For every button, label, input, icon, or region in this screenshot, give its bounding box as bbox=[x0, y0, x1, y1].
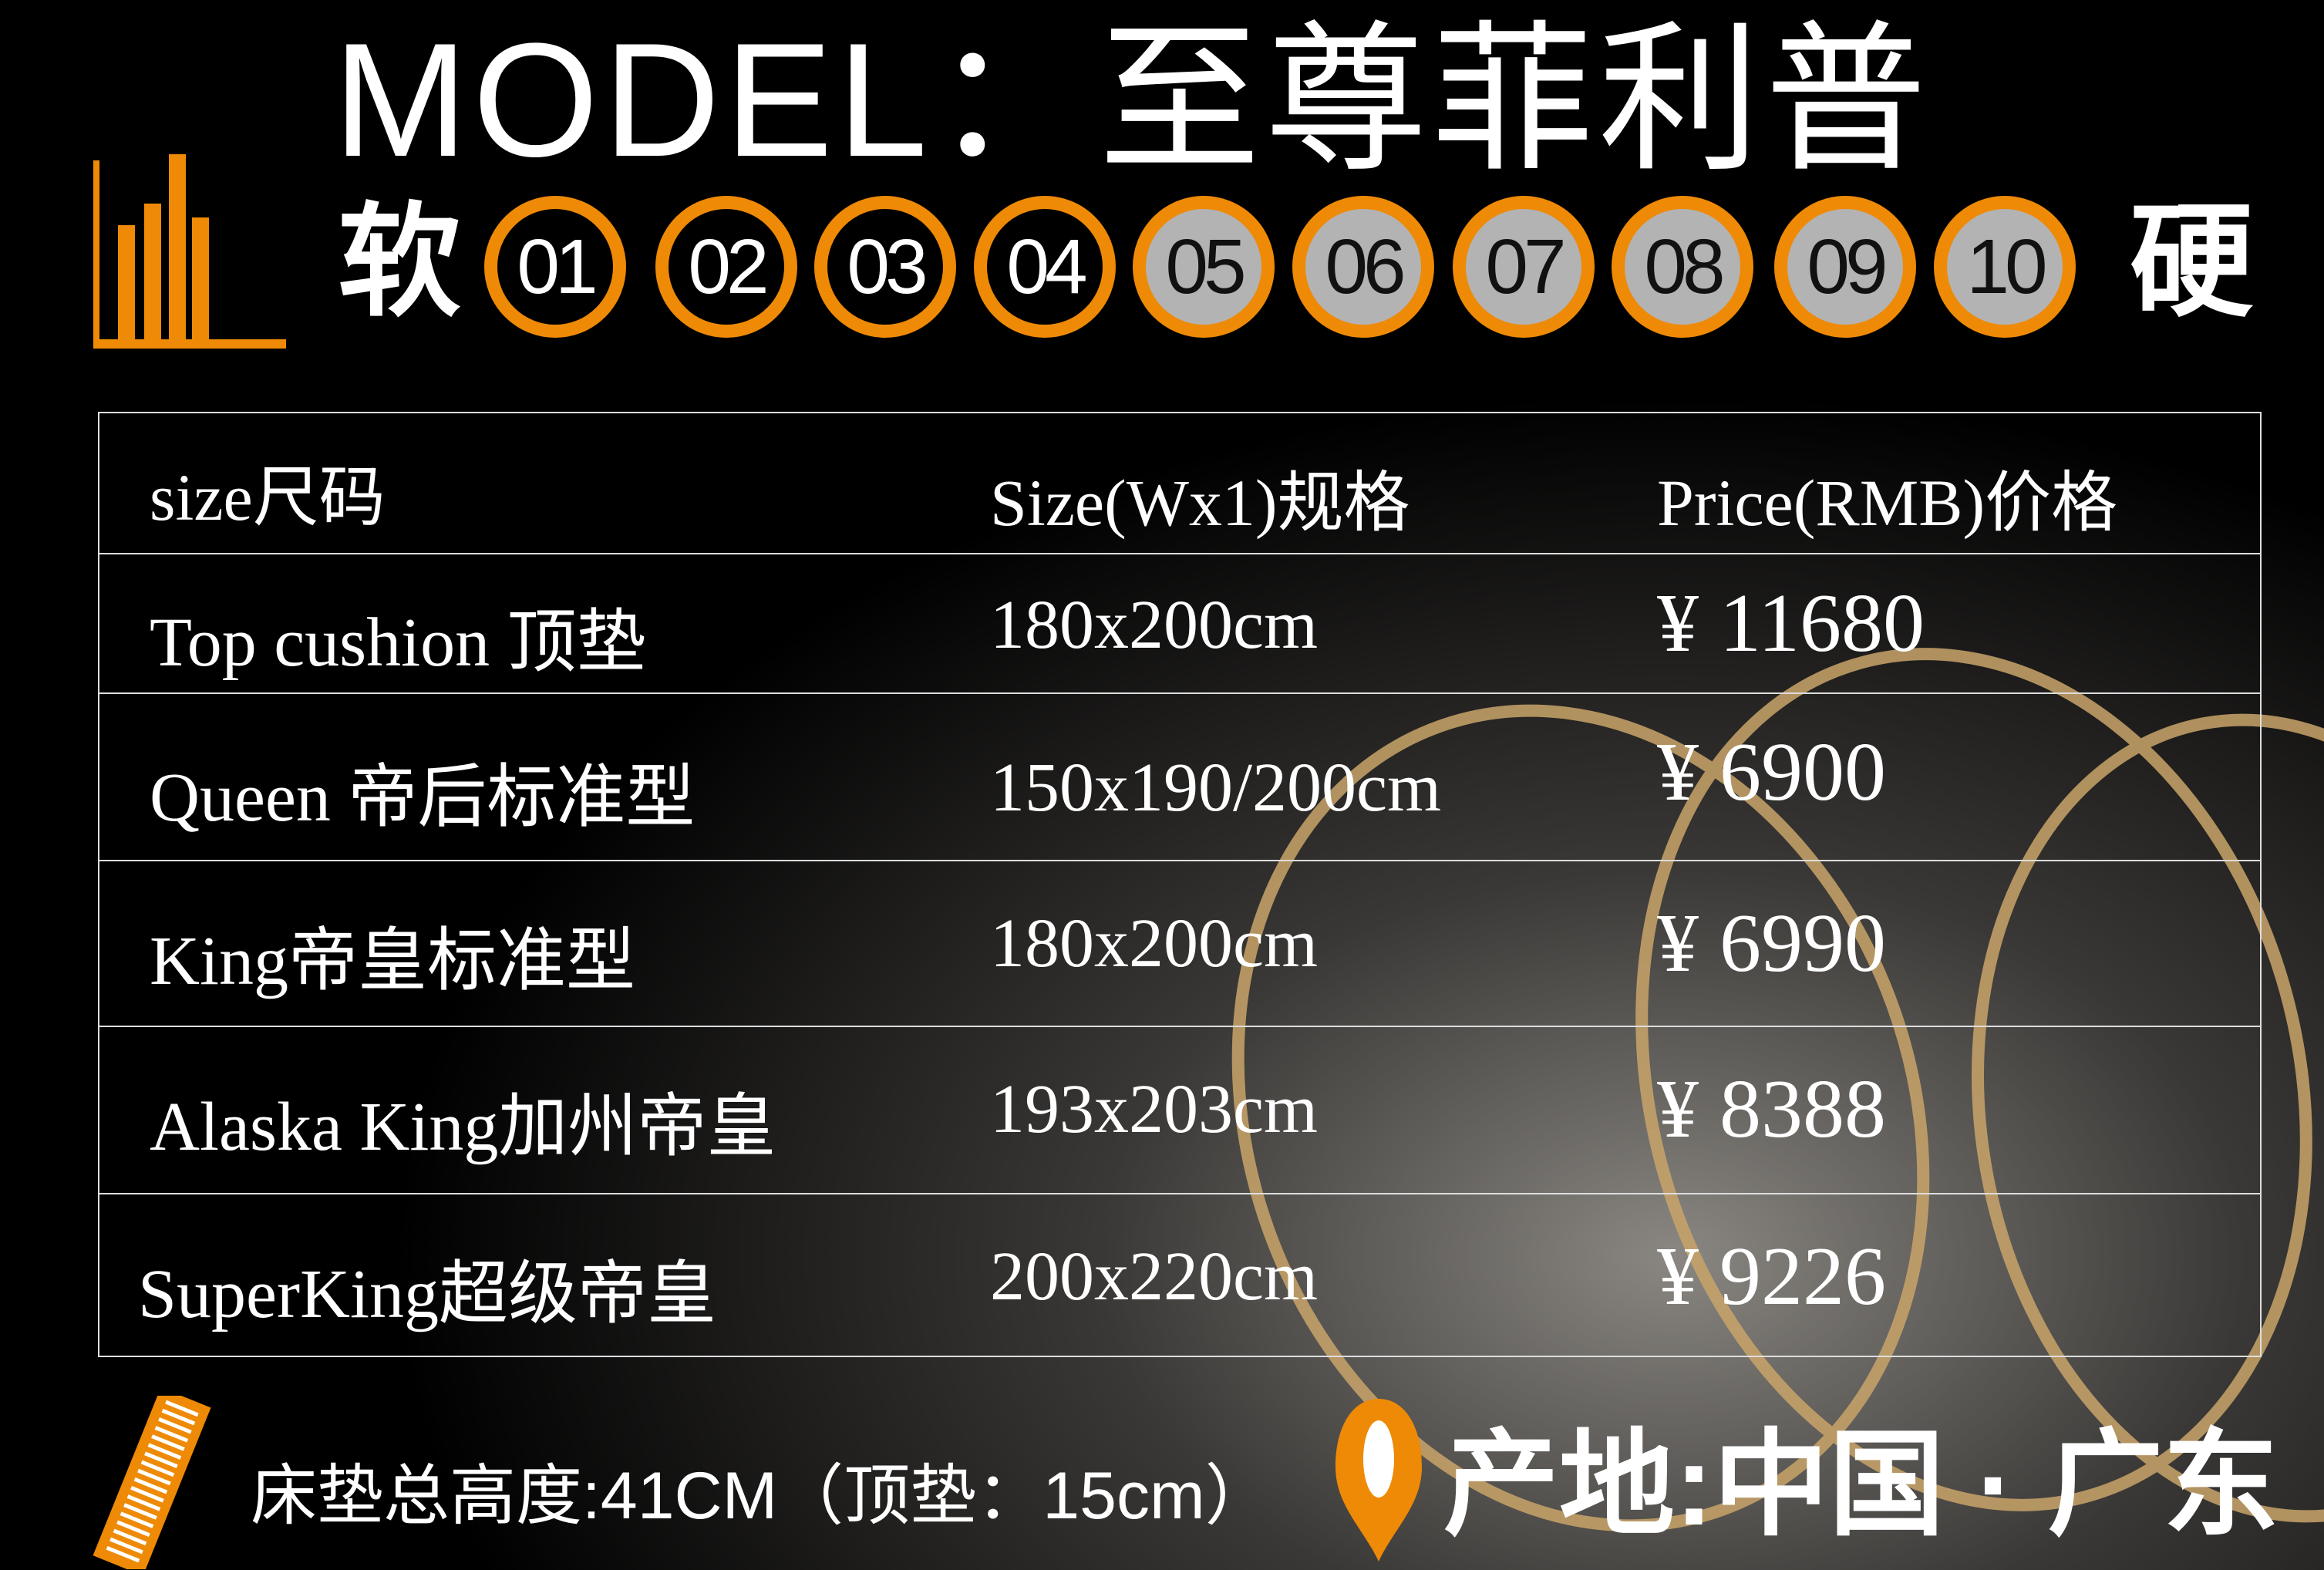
row-price: ¥ 6900 bbox=[1657, 726, 1886, 818]
firmness-level-03: 03 bbox=[814, 196, 956, 338]
row-size: SuperKing超级帝皇 bbox=[138, 1256, 716, 1332]
row-price: ¥ 8388 bbox=[1657, 1063, 1886, 1155]
row-price: ¥ 9226 bbox=[1657, 1231, 1886, 1322]
header-spec: Size(Wx1)规格 bbox=[990, 466, 1410, 540]
model-title: MODEL：至尊菲利普 bbox=[333, 9, 1932, 190]
row-size: Queen 帝后标准型 bbox=[150, 760, 696, 836]
header-price: Price(RMB)价格 bbox=[1657, 466, 2118, 540]
header-size: size尺码 bbox=[150, 460, 386, 534]
firmness-level-09: 09 bbox=[1774, 196, 1916, 338]
ruler-icon bbox=[93, 1396, 211, 1569]
firmness-level-05: 05 bbox=[1133, 196, 1275, 338]
origin-text: 产地:中国 · 广东 bbox=[1443, 1420, 2279, 1549]
firmness-level-07: 07 bbox=[1453, 196, 1595, 338]
row-spec: 180x200cm bbox=[990, 587, 1318, 663]
location-pin-icon bbox=[1335, 1399, 1422, 1562]
row-size: Alaska King加州帝皇 bbox=[150, 1089, 776, 1165]
table-header: size尺码 Size(Wx1)规格 Price(RMB)价格 bbox=[99, 413, 2260, 554]
firmness-level-08: 08 bbox=[1612, 196, 1753, 338]
total-height-text: 床垫总高度:41CM（顶垫：15cm） bbox=[251, 1459, 1271, 1533]
row-spec: 180x200cm bbox=[990, 905, 1318, 982]
price-table: size尺码 Size(Wx1)规格 Price(RMB)价格 Top cush… bbox=[98, 412, 2262, 1357]
firmness-level-04: 04 bbox=[974, 196, 1116, 338]
firmness-level-01: 01 bbox=[484, 196, 626, 338]
row-price: ¥ 11680 bbox=[1657, 578, 1925, 669]
firmness-level-06: 06 bbox=[1292, 196, 1434, 338]
table-row: King帝皇标准型 180x200cm ¥ 6990 bbox=[99, 861, 2260, 1027]
row-size: King帝皇标准型 bbox=[150, 923, 635, 999]
soft-label: 软 bbox=[338, 193, 462, 331]
table-row: Alaska King加州帝皇 193x203cm ¥ 8388 bbox=[99, 1027, 2260, 1194]
row-spec: 193x203cm bbox=[990, 1071, 1318, 1147]
row-spec: 150x190/200cm bbox=[990, 750, 1441, 826]
firmness-level-10: 10 bbox=[1934, 196, 2076, 338]
table-row: Top cushion 顶垫 180x200cm ¥ 11680 bbox=[99, 554, 2260, 694]
row-price: ¥ 6990 bbox=[1657, 898, 1886, 989]
table-row: SuperKing超级帝皇 200x220cm ¥ 9226 bbox=[99, 1194, 2260, 1357]
row-spec: 200x220cm bbox=[990, 1238, 1318, 1315]
firmness-level-02: 02 bbox=[655, 196, 797, 338]
row-size: Top cushion 顶垫 bbox=[150, 605, 646, 681]
bar-chart-icon bbox=[93, 154, 286, 349]
table-row: Queen 帝后标准型 150x190/200cm ¥ 6900 bbox=[99, 694, 2260, 861]
hard-label: 硬 bbox=[2130, 193, 2254, 331]
